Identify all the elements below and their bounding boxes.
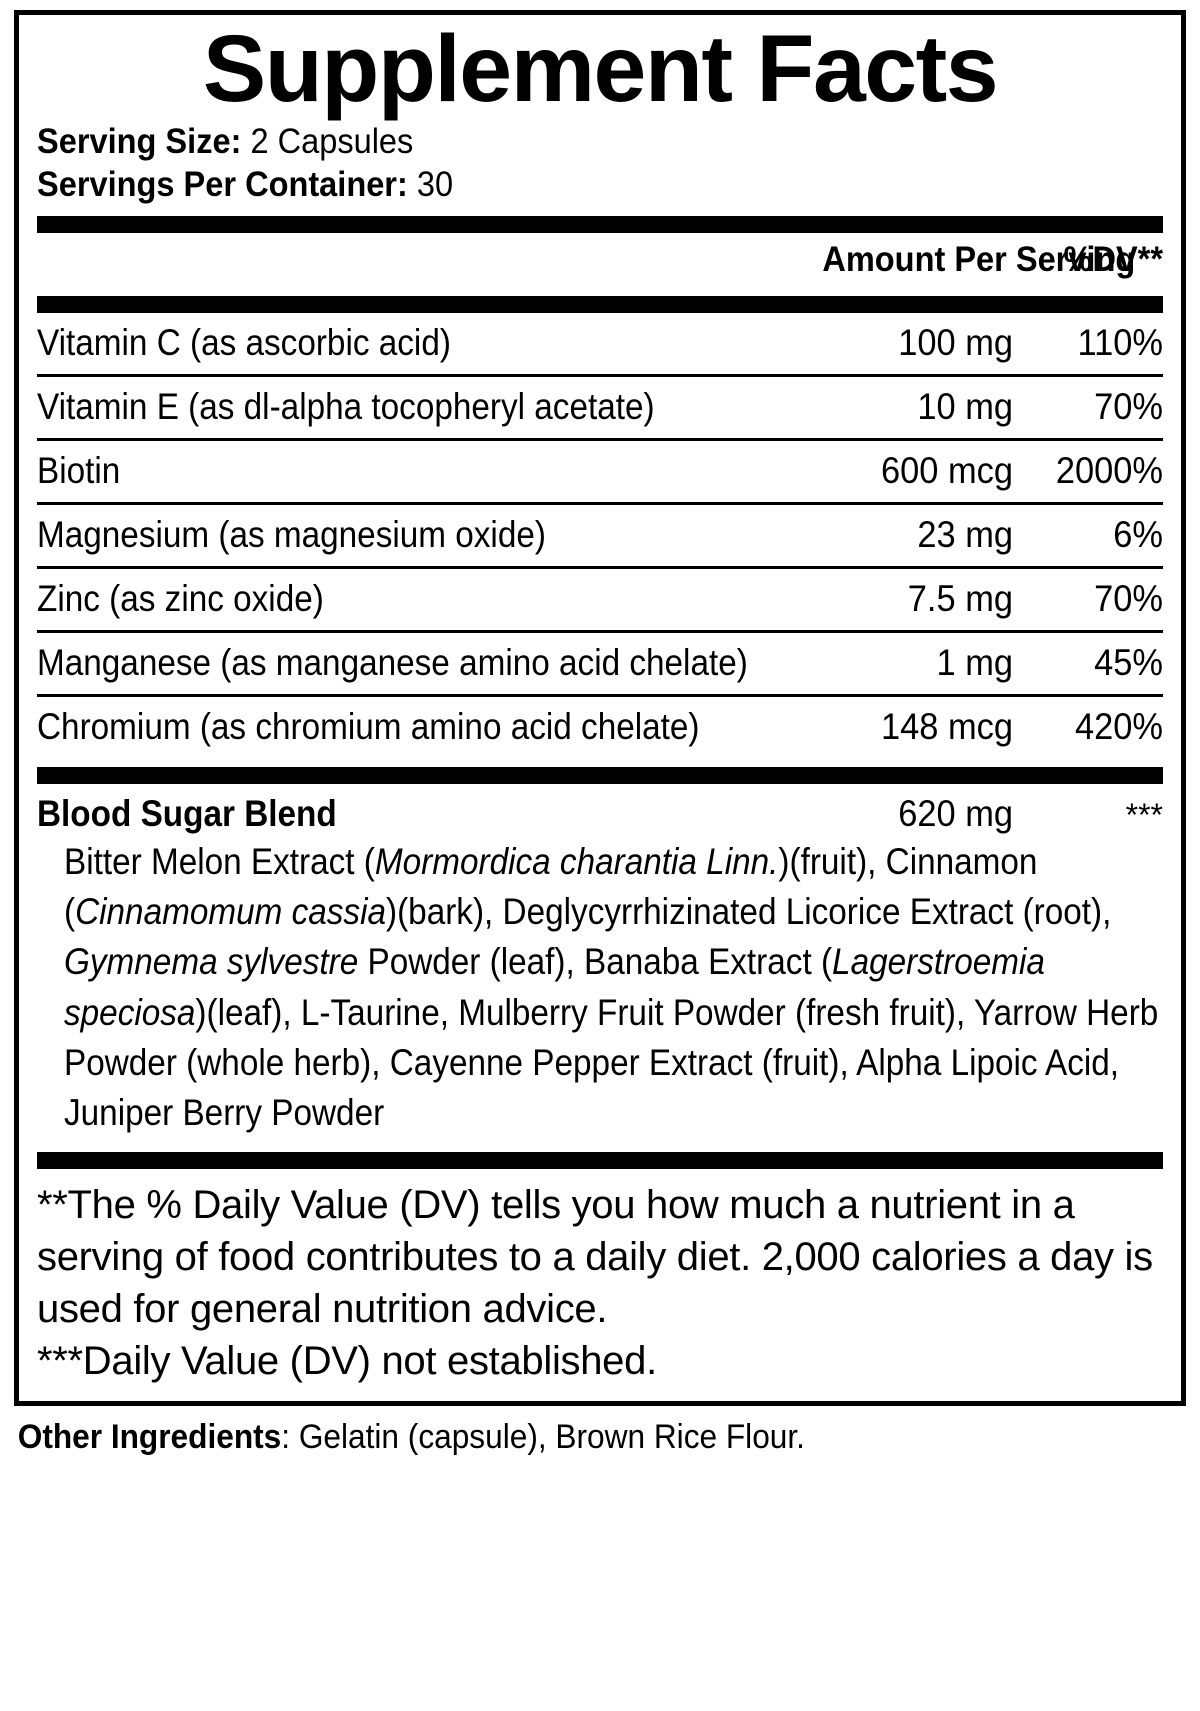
table-row: Vitamin E (as dl-alpha tocopheryl acetat… [37,377,1163,438]
table-row: Zinc (as zinc oxide) 7.5 mg 70% [37,569,1163,630]
rule [37,629,1163,633]
header-amount-per-serving: Amount Per Serving [822,239,1136,279]
rule [37,373,1163,377]
other-ingredients-label: Other Ingredients [17,1417,282,1456]
blend-header-row: Blood Sugar Blend 620 mg *** [37,784,1163,837]
table-header-row: Amount Per Serving %DV** [37,233,1163,289]
row-divider-rule [37,501,1163,505]
nutrient-amount: 100 mg [898,321,1013,363]
nutrient-name: Magnesium (as magnesium oxide) [37,513,546,555]
nutrient-dv: 70% [1094,385,1163,427]
table-row: Manganese (as manganese amino acid chela… [37,633,1163,694]
blend-dv-asterisks: *** [1125,796,1163,833]
nutrient-amount: 600 mcg [881,449,1013,491]
row-divider [37,437,1163,441]
nutrient-dv: 6% [1113,513,1163,555]
nutrient-amount: 23 mg [917,513,1013,555]
servings-per-container-line: Servings Per Container: 30 [37,163,1084,206]
divider-bar-blend [37,766,1163,784]
nutrient-dv: 70% [1094,577,1163,619]
serving-size-line: Serving Size: 2 Capsules [37,120,1084,163]
row-divider-rule [37,373,1163,377]
other-ingredients-value: : Gelatin (capsule), Brown Rice Flour. [281,1417,805,1456]
row-divider-rule [37,629,1163,633]
servings-per-container-label: Servings Per Container: [37,165,408,205]
nutrient-amount: 1 mg [936,641,1013,683]
nutrient-rows-body: Vitamin C (as ascorbic acid) 100 mg 110% Vi… [37,313,1163,758]
table-row: Chromium (as chromium amino acid chelate… [37,697,1163,758]
nutrient-dv: 45% [1094,641,1163,683]
supplement-facts-panel: Supplement Facts Serving Size: 2 Capsule… [14,10,1186,1406]
nutrient-amount: 148 mcg [881,705,1013,747]
header-percent-dv: %DV** [1063,239,1163,279]
nutrient-dv: 420% [1074,705,1163,747]
row-divider [37,373,1163,377]
serving-size-value: 2 Capsules [250,121,414,161]
nutrition-table-body: Amount Per Serving %DV** [37,233,1163,289]
rule [37,437,1163,441]
nutrient-name: Zinc (as zinc oxide) [37,577,324,619]
row-divider-rule [37,437,1163,441]
nutrient-rows-table: Vitamin C (as ascorbic acid) 100 mg 110% Vi… [37,313,1163,758]
serving-size-label: Serving Size: [37,121,242,161]
footnote-not-established: ***Daily Value (DV) not established. [37,1338,657,1383]
row-divider [37,501,1163,505]
row-divider [37,565,1163,569]
table-row: Magnesium (as magnesium oxide) 23 mg 6% [37,505,1163,566]
rule [37,565,1163,569]
rule [37,501,1163,505]
row-divider-rule [37,565,1163,569]
servings-per-container-value: 30 [416,165,454,205]
table-row: Vitamin C (as ascorbic acid) 100 mg 110% [37,313,1163,374]
nutrient-dv: 2000% [1055,449,1163,491]
page-title: Supplement Facts [202,16,999,122]
footnote-daily-value: **The % Daily Value (DV) tells you how m… [37,1182,1153,1331]
blend-ingredients-list: Bitter Melon Extract (Mormordica charant… [64,840,1159,1134]
header-spacer [91,233,808,289]
nutrient-name: Vitamin E (as dl-alpha tocopheryl acetat… [37,385,655,427]
row-divider [37,629,1163,633]
nutrient-dv: 110% [1077,321,1163,363]
nutrient-amount: 10 mg [917,385,1013,427]
divider-bar-footnotes [37,1151,1163,1169]
other-ingredients: Other Ingredients: Gelatin (capsule), Br… [14,1406,1104,1457]
divider-bar-top [37,215,1163,233]
blend-amount: 620 mg [898,792,1013,834]
nutrient-name: Biotin [37,449,121,491]
footnotes: **The % Daily Value (DV) tells you how m… [37,1169,1163,1393]
row-divider-rule [37,693,1163,697]
nutrient-name: Vitamin C (as ascorbic acid) [37,321,451,363]
rule [37,693,1163,697]
blend-name: Blood Sugar Blend [37,792,337,834]
nutrient-amount: 7.5 mg [907,577,1013,619]
nutrient-name: Manganese (as manganese amino acid chela… [37,641,748,683]
divider-bar-header [37,295,1163,313]
table-row: Biotin 600 mcg 2000% [37,441,1163,502]
nutrient-name: Chromium (as chromium amino acid chelate… [37,705,700,747]
nutrition-table: Amount Per Serving %DV** [37,233,1163,289]
row-divider [37,693,1163,697]
